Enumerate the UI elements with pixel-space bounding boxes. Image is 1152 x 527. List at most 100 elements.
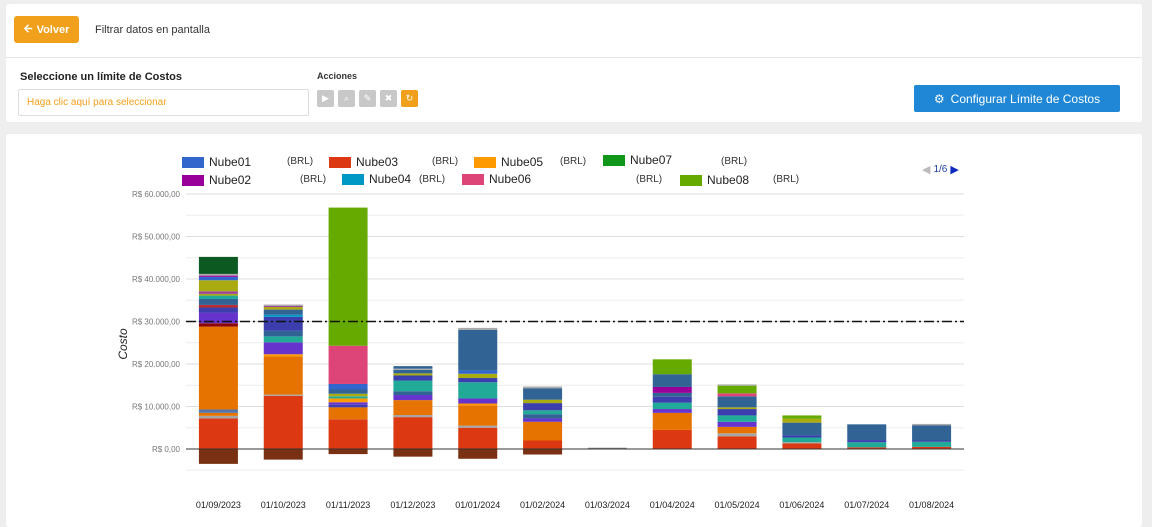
bar-segment	[847, 442, 887, 448]
pager-next-icon[interactable]: ▶	[950, 164, 959, 176]
bar-segment	[263, 309, 303, 315]
legend-item-nube05[interactable]: Nube05	[474, 155, 543, 169]
legend-swatch	[462, 173, 484, 185]
bar-segment	[523, 403, 563, 411]
limit-select-input[interactable]	[18, 89, 309, 116]
bar-segment	[198, 298, 238, 305]
search-button[interactable]: ⌕	[338, 90, 355, 107]
bar-segment	[717, 407, 757, 410]
edit-button[interactable]: ✎	[359, 90, 376, 107]
bar-segment	[198, 409, 238, 413]
bar-segment	[912, 441, 952, 447]
x-tick-label: 01/05/2024	[715, 500, 760, 510]
y-tick-label: R$ 30.000,00	[132, 318, 181, 327]
legend-item-nube04[interactable]: Nube04	[342, 172, 411, 186]
back-button[interactable]: 🡨 Volver	[14, 16, 79, 43]
bar-segment	[198, 304, 238, 308]
bar-segment	[782, 415, 822, 419]
x-tick-label: 01/08/2024	[909, 500, 954, 510]
bar-segment	[912, 446, 952, 449]
bar-negative	[458, 449, 498, 459]
bar-segment	[717, 426, 757, 434]
x-tick-label: 01/11/2023	[326, 500, 370, 510]
delete-button[interactable]: ✖	[380, 90, 397, 107]
bar-segment	[717, 436, 757, 449]
bar-segment	[328, 419, 368, 449]
legend-item-nube06[interactable]: Nube06	[462, 172, 531, 186]
back-button-label: Volver	[36, 23, 70, 36]
legend-item-nube01[interactable]: Nube01	[182, 155, 251, 169]
bar-segment	[782, 443, 822, 449]
bar-segment	[198, 412, 238, 416]
bar-segment	[652, 402, 692, 410]
x-tick-label: 01/10/2023	[261, 500, 306, 510]
bar-segment	[198, 415, 238, 419]
bar-segment	[523, 410, 563, 415]
legend-item-nube02[interactable]: Nube02	[182, 173, 251, 187]
bar-segment	[198, 295, 238, 299]
bar-segment	[458, 370, 498, 374]
play-icon: ▶	[322, 93, 329, 103]
bar-segment	[458, 425, 498, 428]
legend-swatch	[342, 173, 364, 185]
legend-swatch	[474, 156, 496, 168]
bar-segment	[393, 368, 433, 370]
bar-segment	[393, 415, 433, 418]
legend-label: Nube04	[369, 172, 412, 186]
legend-item-nube03[interactable]: Nube03	[329, 155, 398, 169]
bar-segment	[198, 293, 238, 296]
bar-segment	[847, 447, 887, 449]
bar-segment	[847, 440, 887, 443]
legend-label: Nube03	[356, 155, 399, 169]
play-button[interactable]: ▶	[317, 90, 334, 107]
bar-segment	[263, 304, 303, 306]
bar-segment	[458, 378, 498, 383]
legend-label: Nube08	[707, 173, 750, 187]
bar-segment	[393, 380, 433, 392]
bar-segment	[328, 389, 368, 394]
bar-segment	[717, 385, 757, 394]
bar-segment	[652, 359, 692, 375]
pager-prev-icon[interactable]: ◀	[922, 164, 931, 176]
y-axis-label: Costo	[116, 328, 130, 360]
bar-segment	[458, 427, 498, 449]
bar-segment	[263, 307, 303, 310]
legend-swatch	[182, 174, 204, 186]
legend-unit: (BRL)	[773, 174, 800, 185]
bar-segment	[328, 345, 368, 384]
limit-title: Seleccione un límite de Costos	[20, 71, 182, 83]
bar-segment	[198, 326, 238, 410]
bar-segment	[847, 424, 887, 441]
chart-panel: Nube01 (BRL) Nube03 (BRL) Nube05 (BRL) N…	[6, 134, 1142, 527]
legend-item-nube08[interactable]: Nube08	[680, 173, 749, 187]
bar-segment	[263, 356, 303, 395]
bar-segment	[458, 327, 498, 330]
bar-segment	[263, 316, 303, 331]
bar-segment	[198, 256, 238, 274]
bar-segment	[523, 386, 563, 389]
legend-unit: (BRL)	[287, 156, 314, 167]
x-tick-label: 01/02/2024	[520, 500, 565, 510]
bar-segment	[198, 275, 238, 277]
legend-swatch	[603, 154, 625, 166]
arrow-left-icon: 🡨	[23, 23, 33, 35]
legend-pager: ◀ 1/6 ▶	[922, 163, 959, 176]
legend-unit: (BRL)	[419, 174, 446, 185]
axes: R$ 0,00 R$ 10.000,00 R$ 20.000,00 R$ 30.000…	[116, 190, 964, 510]
bar-segment	[393, 366, 433, 369]
legend-item-nube07[interactable]: Nube07	[603, 153, 672, 167]
bar-segment	[652, 409, 692, 413]
bar-segment	[328, 404, 368, 408]
x-tick-label: 01/07/2024	[844, 500, 889, 510]
bar-segment	[717, 409, 757, 416]
bar-segment	[523, 399, 563, 404]
bar-segment	[652, 429, 692, 449]
y-tick-label: R$ 10.000,00	[132, 403, 181, 412]
refresh-button[interactable]: ↻	[401, 90, 418, 107]
bar-segment	[198, 312, 238, 324]
legend-unit: (BRL)	[636, 174, 663, 185]
bar-segment	[263, 314, 303, 317]
bar-segment	[717, 433, 757, 437]
refresh-icon: ↻	[405, 93, 414, 103]
configure-limit-button[interactable]: ⚙ Configurar Límite de Costos	[914, 85, 1120, 112]
